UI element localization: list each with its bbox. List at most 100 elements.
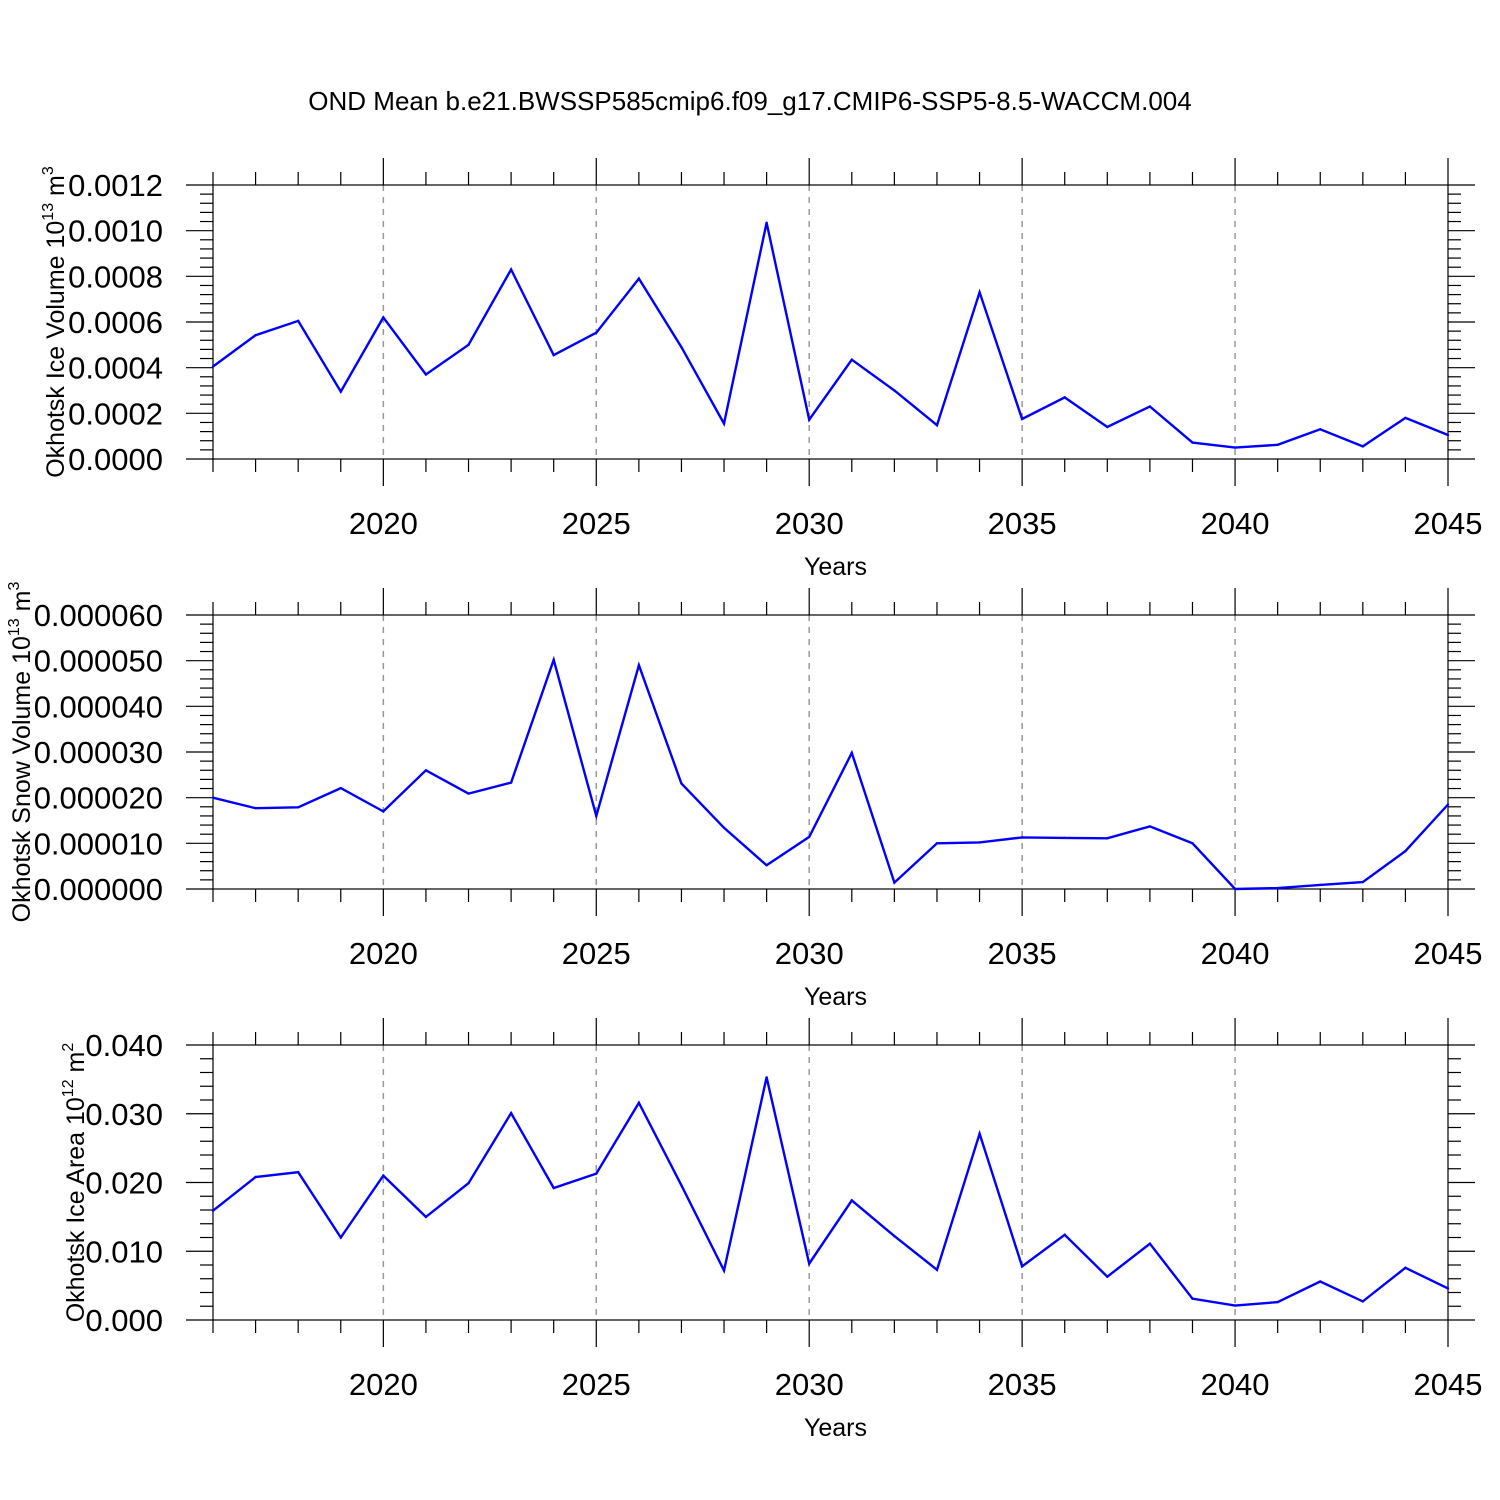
data-point: [1446, 433, 1450, 437]
y-axis-title-unit: m: [42, 175, 70, 203]
y-tick-label: 0.040: [85, 1028, 163, 1063]
data-point: [1191, 1297, 1194, 1300]
data-point: [1106, 837, 1109, 840]
y-tick-label: 0.030: [85, 1097, 163, 1132]
data-point: [424, 1215, 428, 1219]
x-tick-label: 2035: [988, 506, 1057, 541]
y-axis-title-text: Okhotsk Ice Volume 10: [42, 221, 70, 478]
x-tick-label: 2035: [988, 1367, 1057, 1402]
y-tick-label: 0.0008: [68, 259, 163, 294]
data-point: [637, 664, 641, 667]
data-point: [1148, 1242, 1152, 1245]
y-axis-title-exponent: 13: [6, 618, 23, 636]
y-axis-title-unit: m: [8, 591, 36, 619]
x-tick-label: 2025: [562, 506, 631, 541]
data-point: [1361, 1300, 1365, 1303]
data-point: [1106, 425, 1109, 429]
data-point: [722, 1269, 726, 1272]
data-point: [382, 316, 385, 319]
x-tick-label: 2025: [562, 936, 631, 971]
y-tick-label: 0.0012: [68, 168, 163, 203]
y-tick-label: 0.000020: [34, 781, 163, 816]
data-point: [254, 1175, 257, 1179]
y-axis-title-exponent: 13: [40, 203, 57, 221]
data-point: [254, 334, 257, 337]
data-point: [808, 418, 811, 421]
data-point: [509, 781, 513, 784]
data-point: [595, 331, 598, 334]
data-point: [637, 277, 641, 280]
y-tick-label: 0.000060: [34, 598, 163, 633]
data-point: [339, 390, 342, 393]
data-point: [1446, 803, 1450, 806]
data-point: [765, 864, 768, 867]
y-tick-label: 0.010: [85, 1234, 163, 1269]
series-line: [212, 1077, 1449, 1307]
y-axis-title-unit: m: [62, 1052, 90, 1080]
data-point: [1233, 446, 1237, 449]
series-line: [212, 222, 1449, 449]
data-point: [296, 1170, 300, 1174]
data-point: [595, 1172, 598, 1175]
x-tick-label: 2030: [775, 506, 844, 541]
x-tick-label: 2040: [1201, 936, 1270, 971]
y-axis-title-unit-exponent: 2: [60, 1043, 77, 1052]
data-point: [595, 814, 598, 818]
data-point: [935, 842, 939, 845]
y-tick-label: 0.0010: [68, 214, 163, 249]
y-tick-label: 0.000: [85, 1303, 163, 1338]
series-line: [212, 655, 1449, 891]
data-point: [935, 1268, 939, 1272]
y-axis-title: Okhotsk Snow Volume 1013 m3: [6, 582, 36, 923]
y-axis-title-unit-exponent: 3: [6, 582, 23, 591]
x-tick-label: 2040: [1201, 506, 1270, 541]
data-point: [509, 268, 513, 271]
panel-ice-volume: 2020 2025 2030 2035 2040 2045 Years 0.0000 0.000…: [40, 158, 1482, 581]
y-axis-title-text: Okhotsk Snow Volume 10: [8, 636, 36, 922]
y-axis-title-unit-exponent: 3: [40, 166, 57, 175]
data-point: [850, 751, 853, 755]
data-point: [1191, 842, 1194, 845]
data-point: [1020, 1265, 1024, 1268]
data-point: [722, 422, 726, 425]
data-point: [509, 1111, 513, 1115]
x-axis-title: Years: [804, 1414, 867, 1442]
data-point: [850, 358, 853, 361]
data-point: [978, 291, 981, 294]
x-tick-label: 2045: [1414, 936, 1483, 971]
data-point: [1106, 1275, 1109, 1278]
data-point: [1020, 417, 1024, 421]
data-point: [382, 1174, 385, 1177]
data-point: [893, 1234, 896, 1238]
data-point: [424, 769, 428, 772]
data-point: [765, 1076, 768, 1079]
x-tick-label: 2020: [349, 1367, 418, 1402]
data-point: [637, 1101, 641, 1104]
data-point: [254, 806, 257, 810]
data-point: [467, 792, 470, 795]
data-point: [722, 826, 726, 830]
x-tick-label: 2045: [1414, 506, 1483, 541]
x-tick-label: 2035: [988, 936, 1057, 971]
data-point: [1319, 428, 1322, 431]
data-point: [1020, 836, 1024, 839]
data-point: [1233, 887, 1237, 891]
data-point: [893, 389, 896, 392]
data-point: [467, 343, 470, 347]
data-point: [978, 1132, 981, 1135]
data-point: [296, 806, 300, 809]
y-axis-title-text: Okhotsk Ice Area 10: [62, 1097, 90, 1322]
y-tick-label: 0.0006: [68, 305, 163, 340]
plot-frame: [212, 184, 1449, 460]
x-axis-title: Years: [804, 983, 867, 1011]
y-axis-title: Okhotsk Ice Volume 1013 m3: [40, 166, 70, 478]
panel-snow-volume: 2020 2025 2030 2035 2040 2045 Years 0.000000 0.0…: [6, 582, 1482, 1011]
data-point: [1319, 883, 1322, 887]
data-point: [382, 810, 385, 813]
data-point: [424, 373, 428, 376]
y-tick-label: 0.000040: [34, 689, 163, 724]
x-tick-label: 2025: [562, 1367, 631, 1402]
y-tick-label: 0.000000: [34, 872, 163, 907]
data-point: [978, 841, 981, 844]
data-point: [1191, 441, 1194, 444]
